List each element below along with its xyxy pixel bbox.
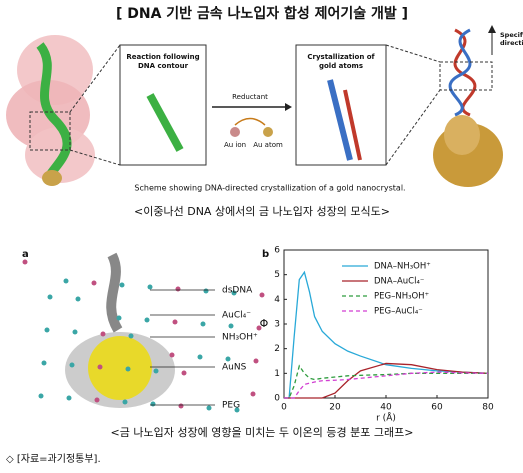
legend-label: DNA–AuCl₄⁻	[374, 277, 424, 287]
box1-title: DNA contour	[138, 62, 189, 70]
au-atom-label: Au atom	[253, 141, 283, 149]
figure-caption: <금 나노입자 성장에 영향을 미치는 두 이온의 등경 분포 그래프>	[111, 426, 414, 439]
crystallization-box: Crystallization of gold atoms	[295, 44, 441, 166]
molecule	[144, 317, 150, 323]
title: [ DNA 기반 금속 나노입자 합성 제어기술 개발 ]	[116, 5, 408, 22]
molecule	[175, 286, 181, 292]
molecule	[94, 397, 100, 403]
x-tick-label: 20	[329, 403, 341, 413]
molecule	[122, 399, 128, 405]
molecule	[63, 278, 69, 284]
molecule	[172, 319, 178, 325]
y-tick-label: 4	[274, 295, 280, 305]
panel-a-label: NH₃OH⁺	[222, 333, 258, 343]
panel-label: a	[22, 249, 29, 260]
molecule	[91, 280, 97, 286]
molecule	[119, 282, 125, 288]
box2-title: gold atoms	[319, 62, 363, 70]
y-tick-label: 3	[274, 320, 280, 330]
series-line	[284, 270, 489, 399]
box2-title: Crystallization of	[307, 53, 375, 61]
molecule	[225, 356, 231, 362]
y-tick-label: 2	[274, 344, 280, 354]
plot-frame	[283, 249, 489, 399]
scheme-korean-caption: <이중나선 DNA 상에서의 금 나노입자 성장의 모식도>	[134, 205, 390, 218]
source: ◇ [자료=과기정통부].	[6, 453, 101, 465]
helix-illustration: Specific direction	[433, 25, 523, 187]
molecule	[234, 407, 240, 413]
molecule	[116, 315, 122, 321]
reductant-label: Reductant	[232, 93, 268, 101]
molecule	[47, 294, 53, 300]
series-line	[284, 362, 489, 399]
molecule	[228, 323, 234, 329]
y-tick-label: 5	[274, 270, 280, 280]
x-tick-label: 80	[482, 403, 494, 413]
molecule	[169, 352, 175, 358]
molecule	[178, 403, 184, 409]
molecule	[256, 325, 262, 331]
x-axis-label: r (Å)	[376, 412, 396, 424]
molecule	[150, 401, 156, 407]
x-tick-label: 60	[431, 403, 443, 413]
panel-a-label: AuCl₄⁻	[222, 311, 251, 321]
direction-label: Specific	[500, 31, 523, 39]
molecule	[231, 290, 237, 296]
molecule	[22, 259, 28, 265]
scheme-caption: Scheme showing DNA-directed crystallizat…	[134, 184, 405, 193]
molecule	[181, 370, 187, 376]
molecule	[44, 327, 50, 333]
y-tick-label: 6	[274, 246, 280, 256]
molecule	[200, 321, 206, 327]
molecule	[197, 354, 203, 360]
y-axis-label: Φ	[260, 317, 269, 330]
molecule	[72, 329, 78, 335]
molecule	[206, 405, 212, 411]
box1-title: Reaction following	[126, 53, 199, 61]
x-tick-label: 40	[380, 403, 392, 413]
y-tick-label: 0	[274, 394, 280, 404]
molecule	[153, 368, 159, 374]
legend-label: PEG–AuCl₄⁻	[374, 307, 423, 317]
y-tick-label: 1	[274, 369, 280, 379]
molecule	[203, 288, 209, 294]
legend-label: PEG–NH₃OH⁺	[374, 292, 429, 302]
molecule	[259, 292, 265, 298]
molecule	[125, 366, 131, 372]
molecule	[66, 395, 72, 401]
molecule	[75, 296, 81, 302]
reaction-arrow: Reductant Au ion Au atom	[212, 93, 292, 149]
au-ion-label: Au ion	[224, 141, 246, 149]
molecule	[100, 331, 106, 337]
panel-label: b	[262, 249, 269, 260]
panel-a-label: PEG	[222, 401, 240, 411]
molecule	[38, 393, 44, 399]
direction-label: direction	[500, 39, 523, 47]
reaction-box: Reaction following DNA contour	[119, 44, 207, 166]
molecule	[253, 358, 259, 364]
panel-a: a dsDNA AuCl₄⁻ NH₃OH⁺ AuNS PEG	[22, 249, 265, 413]
molecule	[250, 391, 256, 397]
molecule	[147, 284, 153, 290]
dna-model	[6, 35, 121, 186]
molecule	[128, 333, 134, 339]
molecule	[97, 364, 103, 370]
series-line	[284, 371, 489, 399]
legend-label: DNA–NH₃OH⁺	[374, 262, 431, 272]
x-tick-label: 0	[281, 403, 287, 413]
molecule	[69, 362, 75, 368]
panel-a-label: dsDNA	[222, 286, 253, 296]
panel-a-label: AuNS	[222, 363, 247, 373]
molecule	[41, 360, 47, 366]
